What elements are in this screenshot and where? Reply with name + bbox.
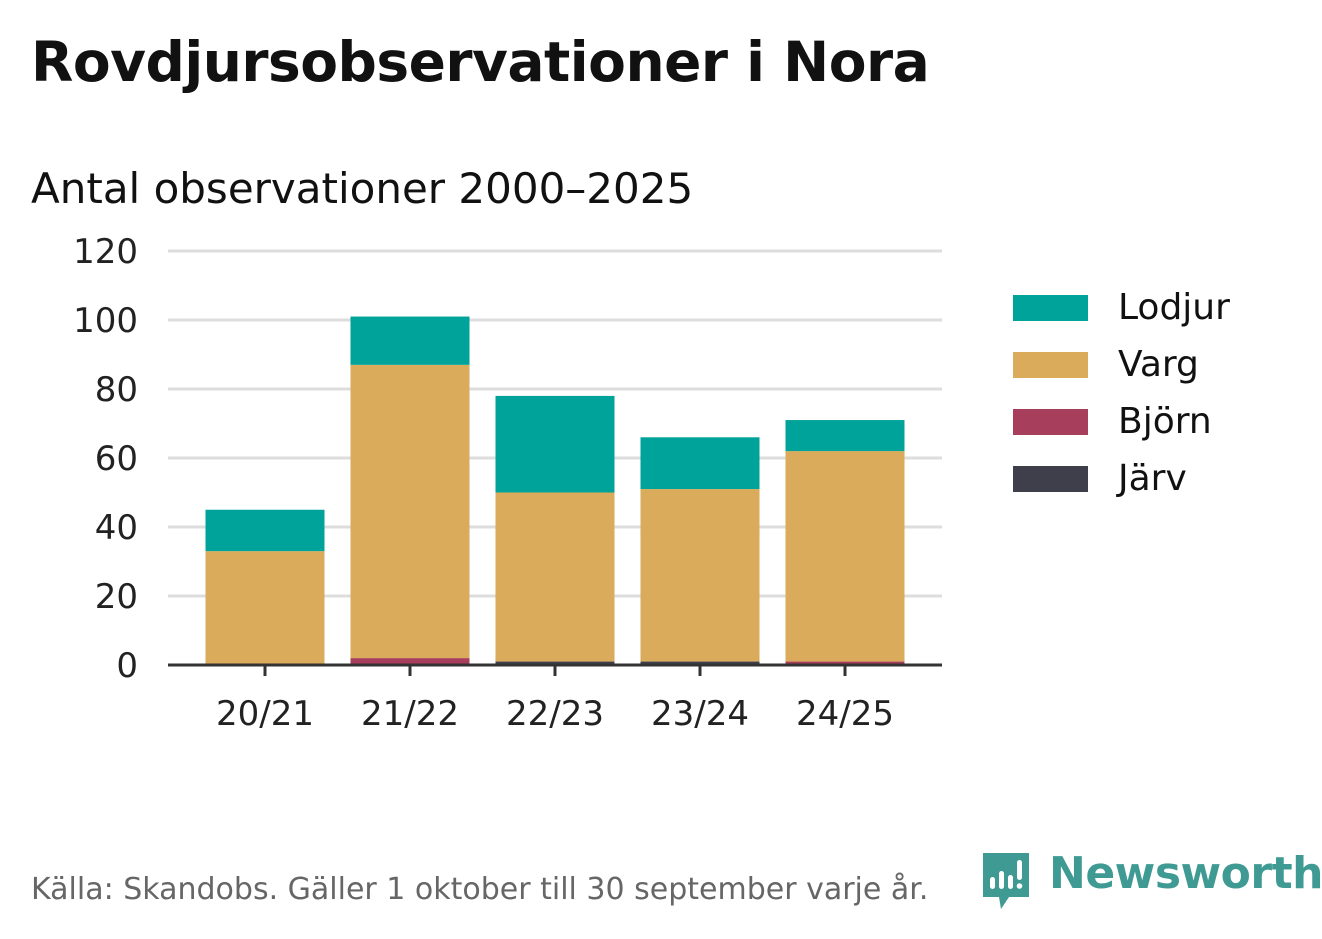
bar-varg-24-25: [785, 451, 905, 662]
y-tick-label: 120: [73, 232, 138, 272]
x-tick-label: 20/21: [216, 694, 314, 734]
bar-björn-21-22: [350, 658, 470, 665]
bar-varg-20-21: [205, 551, 325, 665]
y-tick-label: 100: [73, 301, 138, 341]
bar-järv-22-23: [495, 661, 615, 665]
bar-järv-23-24: [640, 661, 760, 665]
bar-varg-21-22: [350, 364, 470, 659]
chart-subtitle: Antal observationer 2000–2025: [31, 164, 694, 213]
y-tick-label: 60: [95, 439, 138, 479]
legend-label-bjorn: Björn: [1118, 401, 1212, 442]
x-tick-label: 21/22: [361, 694, 459, 734]
x-tick-label: 24/25: [796, 694, 894, 734]
legend-label-jarv: Järv: [1118, 458, 1187, 499]
brand-name: Newsworthy: [1049, 848, 1322, 899]
legend-label-varg: Varg: [1118, 344, 1199, 385]
legend-swatch-bjorn: [1013, 409, 1088, 435]
legend-swatch-lodjur: [1013, 295, 1088, 321]
bar-björn-24-25: [785, 661, 905, 665]
y-tick-label: 80: [95, 370, 138, 410]
legend-swatch-varg: [1013, 352, 1088, 378]
x-tick-label: 22/23: [506, 694, 604, 734]
bar-lodjur-24-25: [785, 420, 905, 452]
y-tick-label: 40: [95, 508, 138, 548]
bar-varg-22-23: [495, 492, 615, 662]
legend-label-lodjur: Lodjur: [1118, 287, 1230, 328]
source-note: Källa: Skandobs. Gäller 1 oktober till 3…: [31, 872, 929, 907]
bar-lodjur-21-22: [350, 316, 470, 365]
bar-lodjur-20-21: [205, 509, 325, 552]
chart-title: Rovdjursobservationer i Nora: [31, 30, 930, 94]
bar-lodjur-23-24: [640, 437, 760, 490]
x-tick-label: 23/24: [651, 694, 749, 734]
y-tick-label: 0: [116, 646, 138, 686]
newsworthy-logo-icon: [983, 853, 1029, 909]
legend-swatch-jarv: [1013, 466, 1088, 492]
y-tick-label: 20: [95, 577, 138, 617]
bar-lodjur-22-23: [495, 395, 615, 493]
bar-varg-23-24: [640, 489, 760, 662]
